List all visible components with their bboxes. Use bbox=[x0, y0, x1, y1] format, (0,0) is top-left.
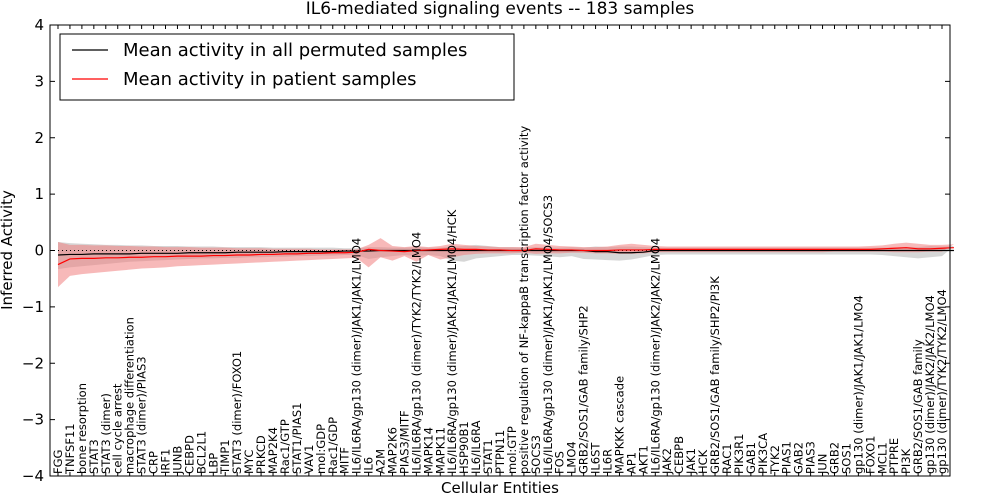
x-tick-label: PIK3R1 bbox=[732, 434, 746, 475]
band-series-1 bbox=[58, 238, 954, 288]
x-tick-label: GAB1 bbox=[744, 442, 758, 474]
x-tick-label: MYC bbox=[242, 450, 256, 474]
x-tick-label: STAT1 bbox=[481, 439, 495, 474]
x-tick-label: SOCS3 bbox=[529, 435, 543, 474]
x-tick-label: GAB2 bbox=[792, 442, 806, 474]
x-tick-label: PTPRE bbox=[887, 438, 901, 474]
x-tick-label: PIAS3 bbox=[804, 441, 818, 474]
y-tick-label: 3 bbox=[34, 72, 44, 90]
x-tick-label: MAPK11 bbox=[433, 427, 447, 474]
legend: Mean activity in all permuted samples Mea… bbox=[59, 33, 515, 101]
x-tick-label: STAT3 bbox=[87, 439, 101, 474]
y-tick-label: −4 bbox=[22, 467, 44, 485]
x-tick-label: IL6R bbox=[601, 449, 615, 474]
x-tick-label: JAK1 bbox=[684, 448, 698, 475]
x-tick-label: Rac1/GDP bbox=[326, 417, 340, 474]
x-tick-label: JUN bbox=[816, 454, 830, 475]
x-tick-label: CEBPD bbox=[182, 435, 196, 474]
legend-label-1: Mean activity in patient samples bbox=[123, 69, 417, 90]
x-tick-label: MITF bbox=[338, 447, 352, 474]
x-tick-label: MAPKKK cascade bbox=[612, 376, 626, 474]
x-tick-label: RAC1 bbox=[720, 443, 734, 474]
x-tick-label: mol:GDP bbox=[314, 424, 328, 474]
legend-box bbox=[59, 33, 515, 101]
x-tick-label: HSP90B1 bbox=[457, 421, 471, 474]
x-tick-label: MAP2K4 bbox=[266, 427, 280, 474]
x-tick-label: VAV1 bbox=[302, 445, 316, 474]
x-tick-label: gp130 (dimer)/JAK1/JAK1/LMO4 bbox=[851, 295, 865, 474]
x-tick-label: TYK2 bbox=[768, 445, 782, 475]
x-tick-label: GRB2/SOS1/GAB family bbox=[911, 339, 925, 474]
x-tick-label: STAT3 (dimer)/PIAS3 bbox=[135, 356, 149, 474]
x-tick-label: TNFSF11 bbox=[63, 423, 77, 475]
y-tick-label: 2 bbox=[34, 129, 44, 147]
x-tick-label: IL6/IL6RA/gp130 (dimer)/JAK1/JAK1/LMO4/S… bbox=[541, 195, 555, 474]
legend-label-0: Mean activity in all permuted samples bbox=[123, 40, 467, 61]
x-tick-label: macrophage differentiation bbox=[123, 317, 137, 474]
x-tick-label: gp130 (dimer)/TYK2/TYK2/LMO4 bbox=[935, 289, 949, 474]
x-tick-label: positive regulation of NF-kappaB transcr… bbox=[517, 126, 531, 474]
x-tick-label: CEBPB bbox=[672, 436, 686, 474]
x-tick-label: IL6/IL6RA/gp130 (dimer)/TYK2/TYK2/LMO4 bbox=[409, 232, 423, 474]
x-tick-label: STAT1/PIAS1 bbox=[290, 403, 304, 474]
x-tick-label: IL6/IL6RA bbox=[469, 420, 483, 474]
x-tick-label: gp130 (dimer)/JAK2/JAK2/LMO4 bbox=[923, 295, 937, 474]
x-tick-label: CRP bbox=[147, 451, 161, 474]
x-tick-label: IL6 bbox=[362, 457, 376, 474]
y-tick-label: 4 bbox=[34, 16, 44, 34]
x-tick-label: PTPN11 bbox=[493, 430, 507, 474]
y-tick-label: 1 bbox=[34, 185, 44, 203]
series-line-1 bbox=[57, 247, 954, 266]
x-tick-label: AP1 bbox=[624, 452, 638, 474]
x-tick-label: IL6/IL6RA/gp130 (dimer)/JAK2/JAK2/LMO4 bbox=[648, 238, 662, 474]
x-tick-label: JUNB bbox=[170, 446, 184, 475]
x-tick-label: Rac1/GTP bbox=[278, 419, 292, 474]
y-tick-label: −1 bbox=[22, 298, 44, 316]
x-tick-label: IL6ST bbox=[589, 442, 603, 474]
x-tick-label: GRB2/SOS1/GAB family/SHP2/PI3K bbox=[708, 276, 722, 474]
x-tick-label: STAT3 (dimer)/FOXO1 bbox=[230, 351, 244, 474]
x-tick-label: PRKCD bbox=[254, 435, 268, 474]
x-tick-label: JAK2 bbox=[660, 448, 674, 475]
x-tick-label: FOS bbox=[553, 451, 567, 474]
x-tick-label: IL6/IL6RA/gp130 (dimer)/JAK1/JAK1/LMO4 bbox=[350, 238, 364, 474]
y-axis-label: Inferred Activity bbox=[0, 190, 16, 310]
x-tick-label: STAT3 (dimer) bbox=[99, 393, 113, 474]
x-tick-label: BCL2L1 bbox=[194, 431, 208, 474]
y-tick-label: −2 bbox=[22, 354, 44, 372]
x-tick-label: GRB2 bbox=[827, 442, 841, 474]
y-tick-label: 0 bbox=[34, 242, 44, 260]
x-tick-label: IRF1 bbox=[159, 449, 173, 474]
x-tick-label: IL6/IL6RA/gp130 (dimer)/JAK1/JAK1/LMO4/H… bbox=[445, 209, 459, 474]
x-tick-label: cell cycle arrest bbox=[111, 383, 125, 474]
x-tick-label: PIAS1 bbox=[780, 441, 794, 474]
x-tick-label: LBP bbox=[206, 453, 220, 474]
x-tick-label: bone resorption bbox=[75, 383, 89, 474]
x-tick-label: FOXO1 bbox=[863, 436, 877, 474]
x-tick-label: GRB2/SOS1/GAB family/SHP2 bbox=[577, 305, 591, 474]
chart-title: IL6-mediated signaling events -- 183 sam… bbox=[306, 0, 695, 19]
x-tick-label: PIK3CA bbox=[756, 433, 770, 474]
x-tick-label: PIAS3/MITF bbox=[397, 410, 411, 474]
y-tick-label: −3 bbox=[22, 411, 44, 429]
x-tick-label: HCK bbox=[696, 449, 710, 474]
x-tick-label: MCL1 bbox=[875, 442, 889, 474]
x-axis-label: Cellular Entities bbox=[441, 479, 559, 497]
x-tick-label: LMO4 bbox=[565, 441, 579, 474]
x-tick-label: TIMP1 bbox=[218, 439, 232, 475]
x-tick-label: A2M bbox=[374, 449, 388, 474]
x-tick-label: mol:GTP bbox=[505, 426, 519, 474]
x-tick-label: PI3K bbox=[899, 448, 913, 474]
x-tick-label: AKT1 bbox=[636, 445, 650, 474]
x-tick-label: FGG bbox=[51, 450, 65, 474]
x-tick-label: SOS1 bbox=[839, 443, 853, 474]
x-tick-label: MAPK14 bbox=[421, 427, 435, 474]
x-tick-label: MAP2K6 bbox=[385, 427, 399, 474]
